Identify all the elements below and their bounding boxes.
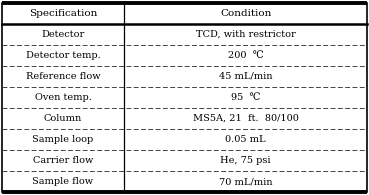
Text: 200  ℃: 200 ℃ <box>228 51 263 60</box>
Text: Detector: Detector <box>41 30 85 39</box>
Text: Specification: Specification <box>29 9 97 18</box>
Text: Column: Column <box>44 114 82 123</box>
Text: MS5A, 21  ft.  80/100: MS5A, 21 ft. 80/100 <box>193 114 299 123</box>
Text: Carrier flow: Carrier flow <box>33 156 93 165</box>
Text: Detector temp.: Detector temp. <box>26 51 100 60</box>
Text: Sample flow: Sample flow <box>32 177 94 186</box>
Text: 95  ℃: 95 ℃ <box>231 93 261 102</box>
Text: TCD, with restrictor: TCD, with restrictor <box>196 30 296 39</box>
Text: Reference flow: Reference flow <box>26 72 100 81</box>
Text: 45 mL/min: 45 mL/min <box>219 72 272 81</box>
Text: He, 75 psi: He, 75 psi <box>220 156 271 165</box>
Text: Condition: Condition <box>220 9 271 18</box>
Text: Oven temp.: Oven temp. <box>35 93 92 102</box>
Text: 70 mL/min: 70 mL/min <box>219 177 272 186</box>
Text: 0.05 mL: 0.05 mL <box>225 135 266 144</box>
Text: Sample loop: Sample loop <box>32 135 94 144</box>
